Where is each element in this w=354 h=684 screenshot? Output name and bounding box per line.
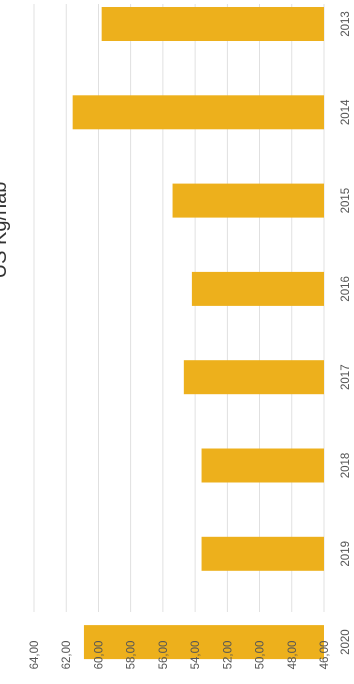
- category-tick-label: 2014: [340, 99, 352, 125]
- category-tick-label: 2017: [340, 364, 352, 390]
- chart-title-text: US Kg/hab: [0, 182, 11, 279]
- gridlines: [33, 4, 325, 612]
- value-tick-label: 56,00: [158, 641, 170, 670]
- value-tick-label: 52,00: [222, 641, 234, 670]
- bar-2019: [201, 536, 324, 571]
- bar-2020: [83, 625, 324, 660]
- bar-2014: [72, 95, 325, 130]
- bar-2018: [201, 448, 324, 483]
- category-tick-label: 2020: [340, 629, 352, 655]
- value-tick-label: 62,00: [61, 641, 73, 670]
- value-tick-label: 50,00: [255, 641, 267, 670]
- category-tick-label: 2016: [340, 276, 352, 302]
- value-tick-label: 64,00: [29, 641, 41, 670]
- tick-labels: 46,00 48,00 50,00 52,00 54,00 56,00 58,00 60,00…: [29, 11, 352, 669]
- chart-title: US Kg/hab: [0, 182, 11, 279]
- category-tick-label: 2013: [340, 11, 352, 37]
- bar-2013: [101, 7, 325, 41]
- category-tick-label: 2018: [340, 453, 352, 479]
- category-tick-label: 2019: [340, 541, 352, 567]
- value-tick-label: 60,00: [93, 641, 105, 670]
- category-tick-label: 2015: [340, 188, 352, 214]
- value-tick-label: 54,00: [190, 641, 202, 670]
- bar-2015: [172, 183, 324, 218]
- bars: [72, 7, 325, 660]
- bar-2017: [183, 360, 324, 395]
- value-tick-label: 46,00: [319, 641, 331, 670]
- bar-2016: [191, 271, 324, 306]
- value-tick-label: 48,00: [287, 641, 299, 670]
- value-tick-label: 58,00: [126, 641, 138, 670]
